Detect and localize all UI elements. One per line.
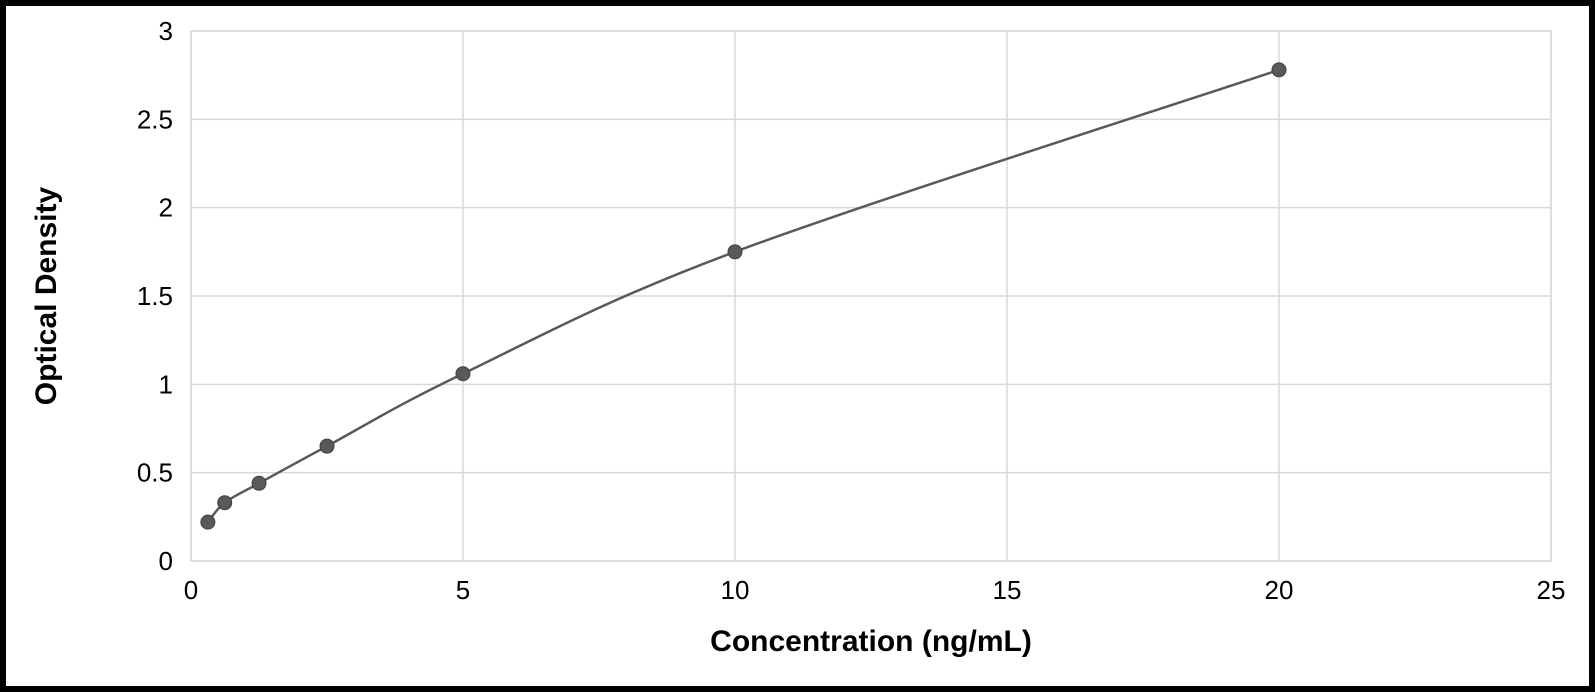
x-tick-label: 25 — [1537, 575, 1566, 605]
y-axis-label: Optical Density — [30, 186, 63, 405]
data-point — [320, 439, 334, 453]
y-tick-label: 1.5 — [137, 281, 173, 311]
y-tick-label: 3 — [159, 16, 173, 46]
chart-frame: 0 5 10 15 20 25 0 0.5 1 1.5 2 2.5 3 Concentration (ng… — [0, 0, 1595, 692]
data-point — [252, 476, 266, 490]
data-point — [728, 245, 742, 259]
x-tick-label: 10 — [721, 575, 750, 605]
chart-svg: 0 5 10 15 20 25 0 0.5 1 1.5 2 2.5 3 Concentration (ng… — [6, 6, 1589, 686]
y-tick-label: 1 — [159, 369, 173, 399]
chart-container: 0 5 10 15 20 25 0 0.5 1 1.5 2 2.5 3 Concentration (ng… — [6, 6, 1589, 686]
x-tick-label: 20 — [1265, 575, 1294, 605]
y-tick-label: 0.5 — [137, 458, 173, 488]
x-tick-label: 15 — [993, 575, 1022, 605]
x-axis-label: Concentration (ng/mL) — [710, 625, 1032, 658]
x-tick-label: 0 — [184, 575, 198, 605]
y-tick-label: 2 — [159, 193, 173, 223]
y-tick-label: 2.5 — [137, 104, 173, 134]
y-tick-label: 0 — [159, 546, 173, 576]
data-point — [218, 496, 232, 510]
x-tick-label: 5 — [456, 575, 470, 605]
data-point — [456, 367, 470, 381]
data-point — [1272, 63, 1286, 77]
data-point — [201, 515, 215, 529]
